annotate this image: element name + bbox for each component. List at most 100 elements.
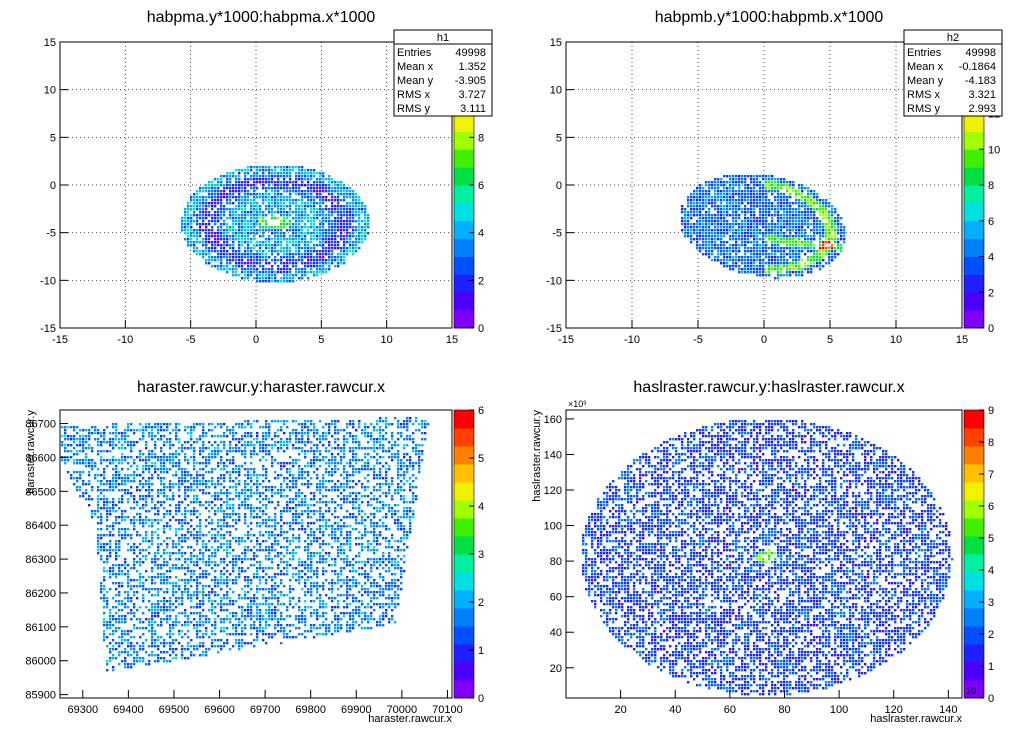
heatmap-cell bbox=[145, 495, 148, 498]
heatmap-cell bbox=[810, 205, 813, 208]
heatmap-cell bbox=[211, 199, 214, 202]
heatmap-cell bbox=[169, 609, 172, 612]
heatmap-cell bbox=[118, 585, 121, 588]
heatmap-cell bbox=[355, 220, 358, 223]
heatmap-cell bbox=[283, 262, 286, 265]
heatmap-cell bbox=[205, 465, 208, 468]
heatmap-cell bbox=[292, 256, 295, 259]
heatmap-cell bbox=[130, 618, 133, 621]
heatmap-cell bbox=[211, 483, 214, 486]
heatmap-cell bbox=[768, 256, 771, 259]
heatmap-cell bbox=[729, 226, 732, 229]
heatmap-cell bbox=[777, 265, 780, 268]
heatmap-cell bbox=[684, 232, 687, 235]
heatmap-cell bbox=[226, 238, 229, 241]
heatmap-cell bbox=[190, 429, 193, 432]
heatmap-cell bbox=[220, 597, 223, 600]
heatmap-cell bbox=[256, 169, 259, 172]
heatmap-cell bbox=[250, 169, 253, 172]
heatmap-cell bbox=[256, 220, 259, 223]
heatmap-cell bbox=[169, 597, 172, 600]
heatmap-cell bbox=[238, 217, 241, 220]
heatmap-cell bbox=[750, 247, 753, 250]
heatmap-cell bbox=[690, 223, 693, 226]
heatmap-cell bbox=[268, 244, 271, 247]
heatmap-cell bbox=[286, 190, 289, 193]
heatmap-cell bbox=[70, 438, 73, 441]
heatmap-cell bbox=[106, 441, 109, 444]
heatmap-cell bbox=[172, 459, 175, 462]
heatmap-cell bbox=[750, 253, 753, 256]
heatmap-cell bbox=[298, 229, 301, 232]
heatmap-cell bbox=[307, 271, 310, 274]
heatmap-cell bbox=[310, 184, 313, 187]
heatmap-cell bbox=[735, 184, 738, 187]
heatmap-cell bbox=[259, 262, 262, 265]
heatmap-cell bbox=[241, 256, 244, 259]
heatmap-cell bbox=[828, 238, 831, 241]
heatmap-cell bbox=[118, 603, 121, 606]
heatmap-cell bbox=[160, 582, 163, 585]
heatmap-cell bbox=[807, 220, 810, 223]
heatmap-cell bbox=[130, 549, 133, 552]
heatmap-cell bbox=[696, 247, 699, 250]
heatmap-cell bbox=[795, 253, 798, 256]
heatmap-cell bbox=[190, 483, 193, 486]
heatmap-cell bbox=[343, 256, 346, 259]
heatmap-cell bbox=[750, 208, 753, 211]
heatmap-cell bbox=[720, 250, 723, 253]
heatmap-cell bbox=[178, 489, 181, 492]
heatmap-cell bbox=[223, 597, 226, 600]
heatmap-cell bbox=[762, 211, 765, 214]
heatmap-cell bbox=[79, 441, 82, 444]
heatmap-cell bbox=[196, 588, 199, 591]
heatmap-cell bbox=[801, 247, 804, 250]
heatmap-cell bbox=[789, 205, 792, 208]
heatmap-cell bbox=[753, 265, 756, 268]
heatmap-cell bbox=[190, 474, 193, 477]
heatmap-cell bbox=[828, 259, 831, 262]
heatmap-cell bbox=[256, 274, 259, 277]
heatmap-cell bbox=[214, 426, 217, 429]
heatmap-cell bbox=[726, 253, 729, 256]
heatmap-cell bbox=[744, 229, 747, 232]
heatmap-cell bbox=[124, 660, 127, 663]
heatmap-cell bbox=[349, 211, 352, 214]
heatmap-cell bbox=[217, 480, 220, 483]
heatmap-cell bbox=[780, 247, 783, 250]
heatmap-cell bbox=[807, 259, 810, 262]
heatmap-cell bbox=[274, 211, 277, 214]
heatmap-cell bbox=[819, 241, 822, 244]
heatmap-cell bbox=[205, 199, 208, 202]
stats-label: RMS y bbox=[907, 103, 941, 115]
heatmap-cell bbox=[735, 223, 738, 226]
heatmap-cell bbox=[214, 447, 217, 450]
heatmap-cell bbox=[172, 429, 175, 432]
heatmap-cell bbox=[244, 277, 247, 280]
heatmap-cell bbox=[163, 468, 166, 471]
heatmap-cell bbox=[244, 238, 247, 241]
heatmap-cell bbox=[103, 435, 106, 438]
heatmap-cell bbox=[214, 582, 217, 585]
heatmap-cell bbox=[786, 208, 789, 211]
heatmap-cell bbox=[211, 606, 214, 609]
heatmap-cell bbox=[109, 618, 112, 621]
heatmap-cell bbox=[223, 232, 226, 235]
heatmap-cell bbox=[199, 615, 202, 618]
heatmap-cell bbox=[735, 247, 738, 250]
heatmap-cell bbox=[106, 534, 109, 537]
heatmap-cell bbox=[268, 277, 271, 280]
heatmap-cell bbox=[133, 552, 136, 555]
heatmap-cell bbox=[777, 214, 780, 217]
heatmap-cell bbox=[154, 519, 157, 522]
heatmap-cell bbox=[127, 516, 130, 519]
heatmap-cell bbox=[241, 271, 244, 274]
heatmap-cell bbox=[121, 435, 124, 438]
heatmap-cell bbox=[319, 172, 322, 175]
heatmap-cell bbox=[304, 232, 307, 235]
heatmap-cell bbox=[355, 238, 358, 241]
heatmap-cell bbox=[771, 226, 774, 229]
heatmap-cell bbox=[301, 277, 304, 280]
heatmap-cell bbox=[223, 211, 226, 214]
